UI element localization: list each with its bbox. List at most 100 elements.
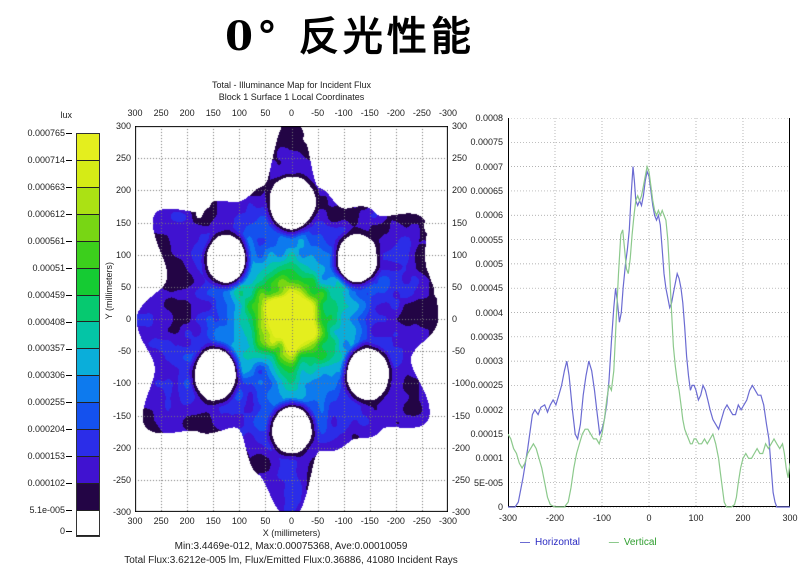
colorbar-band	[77, 241, 99, 269]
colorbar-band	[77, 322, 99, 350]
illuminance-map-canvas	[135, 126, 448, 512]
colorbar-tick-label: 0.000612	[0, 209, 72, 219]
colorbar-tick-label: 0.000714	[0, 155, 72, 165]
colorbar-band	[77, 134, 99, 161]
colorbar	[76, 133, 100, 537]
colorbar-tick-label: 0.000255	[0, 397, 72, 407]
map-y-axis-label: Y (millimeters)	[104, 262, 114, 320]
profile-x-tick: 0	[646, 513, 652, 523]
colorbar-band	[77, 187, 99, 215]
map-x-tick-bottom: 300	[127, 516, 143, 526]
map-x-tick-bottom: 150	[205, 516, 221, 526]
map-y-tick-left: 300	[115, 121, 131, 131]
map-x-tick-top: -100	[334, 108, 353, 118]
map-x-tick-top: -50	[311, 108, 325, 118]
profile-y-tick: 0	[497, 502, 503, 512]
map-y-tick-right: 200	[452, 185, 468, 196]
colorbar-band	[77, 295, 99, 323]
colorbar-unit-label: lux	[60, 110, 72, 120]
map-x-tick-top: -200	[386, 108, 405, 118]
map-y-tick-left: 150	[115, 217, 131, 228]
profile-x-tick: -200	[545, 513, 565, 523]
page-title: 0° 反光性能	[225, 13, 475, 60]
map-y-tick-left: -250	[112, 474, 131, 485]
map-x-tick-bottom: 0	[288, 516, 295, 526]
profile-legend: — Horizontal — Vertical	[520, 537, 683, 548]
map-y-tick-right: -150	[452, 410, 471, 421]
colorbar-tick-label: 0.000204	[0, 424, 72, 434]
profile-y-tick: 0.0003	[475, 356, 503, 367]
colorbar-tick-label: 0.00051	[0, 263, 72, 273]
map-y-tick-right: 150	[452, 217, 468, 228]
profile-y-tick: 0.0004	[475, 307, 503, 318]
map-x-tick-top: 200	[179, 108, 195, 118]
colorbar-band	[77, 376, 99, 404]
colorbar-band-below-min	[77, 510, 99, 536]
colorbar-band	[77, 403, 99, 431]
profile-y-tick: 0.0008	[475, 113, 503, 123]
map-x-tick-bottom: -250	[412, 516, 431, 526]
map-x-tick-top: 250	[153, 108, 169, 118]
map-x-tick-bottom: 250	[153, 516, 169, 526]
profile-y-tick: 0.00035	[470, 331, 503, 342]
colorbar-band	[77, 349, 99, 377]
profile-y-tick: 0.00025	[470, 380, 503, 391]
colorbar-tick-label: 0	[0, 526, 72, 536]
map-x-tick-bottom: -150	[360, 516, 379, 526]
profile-y-tick: 0.0006	[475, 210, 503, 221]
map-x-tick-bottom: 50	[260, 516, 271, 526]
map-x-tick-top: -250	[412, 108, 431, 118]
horizontal-line-swatch: —	[520, 537, 530, 548]
map-y-tick-left: -300	[112, 507, 131, 517]
colorbar-band	[77, 160, 99, 188]
colorbar-band	[77, 214, 99, 242]
colorbar-band	[77, 457, 99, 484]
map-y-tick-right: -200	[452, 442, 471, 453]
map-y-tick-right: -300	[452, 507, 471, 517]
map-y-tick-right: 50	[452, 281, 463, 292]
colorbar-tick-label: 0.000102	[0, 478, 72, 488]
map-x-tick-bottom: -300	[438, 516, 458, 526]
map-x-tick-bottom: -50	[311, 516, 325, 526]
profile-y-tick: 0.00075	[470, 137, 503, 148]
colorbar-tick-label: 0.000765	[0, 128, 72, 138]
map-y-tick-left: -200	[112, 442, 131, 453]
map-x-tick-bottom: 200	[179, 516, 195, 526]
map-stats-line1: Min:3.4469e-012, Max:0.00075368, Ave:0.0…	[174, 541, 408, 552]
map-x-tick-top: 150	[205, 108, 221, 118]
map-y-tick-right: 100	[452, 249, 468, 260]
profile-y-tick: 0.0001	[475, 453, 503, 464]
map-y-tick-left: -100	[112, 378, 131, 389]
map-title-line2: Block 1 Surface 1 Local Coordinates	[218, 92, 365, 102]
map-y-tick-right: -100	[452, 378, 471, 389]
profile-y-tick: 0.00045	[470, 283, 503, 294]
profile-x-tick: 100	[688, 513, 704, 523]
profile-y-tick: 0.0007	[475, 161, 503, 172]
map-y-tick-left: -150	[112, 410, 131, 421]
profile-x-tick: -100	[592, 513, 612, 523]
map-x-tick-top: -150	[360, 108, 379, 118]
map-y-tick-left: 0	[125, 314, 131, 324]
map-y-tick-left: 50	[120, 281, 131, 292]
map-x-tick-top: -300	[438, 108, 458, 118]
map-x-tick-top: 300	[127, 108, 143, 118]
map-x-axis-label: X (millimeters)	[262, 528, 321, 538]
series-horizontal	[508, 166, 790, 508]
profile-y-tick: 5E-005	[473, 477, 503, 488]
legend-label-vertical: Vertical	[623, 537, 657, 548]
map-x-tick-bottom: -100	[334, 516, 353, 526]
colorbar-tick-label: 0.000408	[0, 317, 72, 327]
map-title-line1: Total - Illuminance Map for Incident Flu…	[211, 80, 372, 90]
map-x-tick-bottom: -200	[386, 516, 405, 526]
map-y-tick-right: 250	[452, 153, 468, 164]
colorbar-tick-label: 0.000306	[0, 370, 72, 380]
profile-y-tick: 0.00055	[470, 234, 503, 245]
profile-x-tick: 200	[735, 513, 751, 523]
map-y-tick-left: 100	[115, 249, 131, 260]
profile-y-tick: 0.0005	[475, 258, 503, 269]
colorbar-tick-label: 5.1e-005	[0, 505, 72, 515]
profile-chart	[508, 118, 790, 508]
series-vertical	[508, 164, 790, 508]
profile-x-tick: 300	[782, 513, 798, 523]
